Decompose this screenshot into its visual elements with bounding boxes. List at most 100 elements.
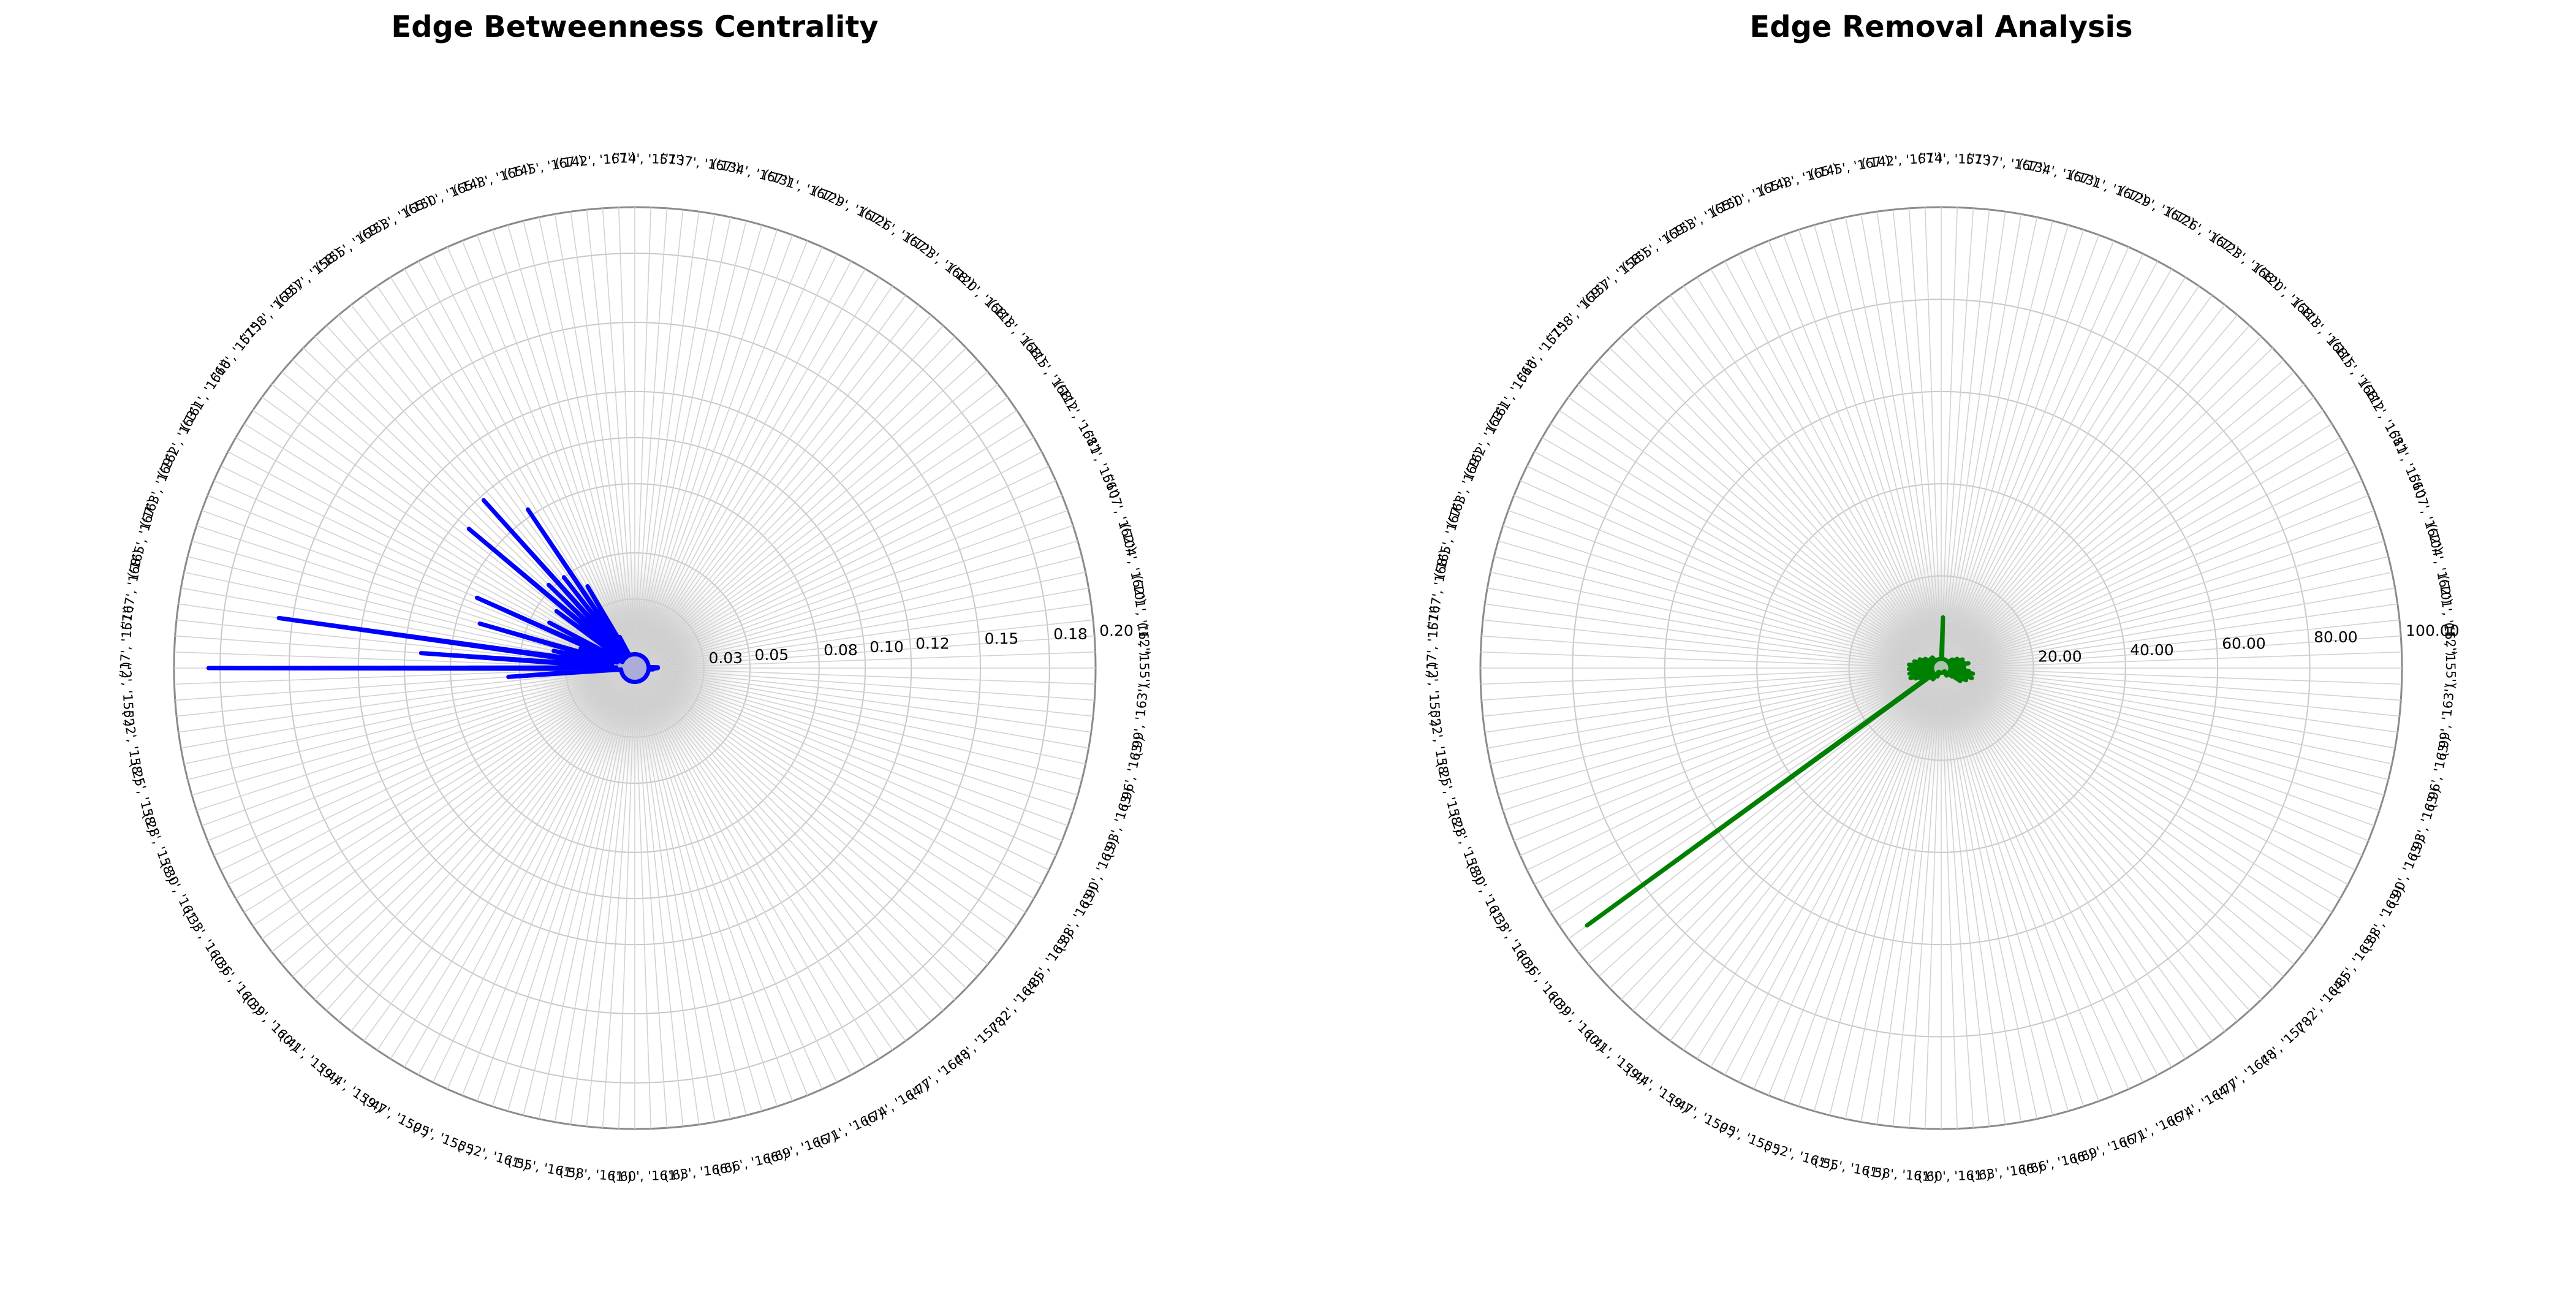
removal-spoke [1941,423,2333,669]
betweenness-spoke [634,667,1089,749]
betweenness-spoke [634,667,763,1112]
betweenness-spoke [432,253,635,669]
betweenness-spoke [634,214,716,669]
removal-spoke [1783,667,1942,1101]
betweenness-spoke [181,667,635,749]
betweenness-spoke [188,667,635,780]
removal-spoke [1487,667,1942,749]
removal-spoke [1485,667,1942,733]
removal-spoke [1941,217,2038,669]
betweenness-spoke [523,667,635,1115]
betweenness-spoke [634,384,999,669]
betweenness-spoke [634,371,988,669]
removal-spoke [1483,667,1942,717]
removal-spoke [1753,667,1942,1090]
removal-spoke [1798,229,1942,669]
betweenness-spoke [202,510,635,669]
betweenness-spoke [338,314,635,669]
betweenness-spoke [220,667,635,871]
betweenness-spoke [570,667,635,1125]
removal-spoke [1941,667,2006,1125]
removal-spoke [1941,208,1974,669]
betweenness-spoke [196,525,635,669]
removal-spoke [1498,540,1942,669]
removal-spoke [1559,409,1942,669]
betweenness-spoke [634,667,944,1011]
removal-spoke [1724,260,1942,669]
removal-spoke [1941,635,2401,669]
betweenness-spoke [178,667,635,733]
removal-spoke [1941,221,2053,669]
removal-spoke [1710,268,1942,669]
removal-category-label: ('14', '157') [1917,151,1991,167]
betweenness-spoke [634,667,1093,717]
betweenness-polar-chart: Edge Betweenness Centrality ('1', '155')… [117,10,1153,1185]
betweenness-spoke [634,221,747,669]
removal-spoke [1941,397,2314,669]
betweenness-rtick-label: 0.12 [915,635,950,653]
betweenness-spoke [634,465,1050,669]
betweenness-spoke [634,667,955,1000]
betweenness-rtick-label: 0.10 [869,638,904,656]
removal-spoke [1941,667,2053,1115]
betweenness-spoke [461,667,635,1096]
removal-spoke [1588,371,1942,669]
removal-rtick-label: 100.00 [2406,622,2459,640]
removal-spoke [1480,651,1942,669]
betweenness-series [206,498,661,685]
betweenness-spoke [461,240,635,669]
betweenness-spoke [243,667,635,913]
betweenness-spoke [634,667,852,1076]
removal-spoke [1683,667,1942,1051]
removal-spoke [1941,371,2295,669]
removal-spoke [1941,556,2388,669]
removal-spoke [1508,667,1942,826]
removal-spoke [1908,667,1942,1128]
betweenness-spoke [491,229,635,669]
removal-spoke [1798,667,1942,1107]
removal-spoke [1941,465,2356,669]
betweenness-spoke [176,667,635,717]
removal-spoke [1783,235,1942,669]
removal-spoke [1559,667,1942,927]
removal-spoke [1924,207,1942,669]
betweenness-spoke [634,207,652,669]
removal-spoke [1941,229,2085,669]
betweenness-spoke [404,667,635,1068]
removal-spoke [1941,667,2333,913]
removal-spoke [1534,667,1942,885]
betweenness-spoke [634,208,668,669]
betweenness-spoke [634,635,1095,669]
removal-spoke [1941,667,2369,842]
betweenness-spoke [634,667,808,1096]
betweenness-spoke [602,667,635,1128]
removal-spoke [1941,667,2273,989]
removal-category-label: ('101', '162') [2436,574,2460,657]
removal-spoke [1813,224,1942,669]
betweenness-spoke [634,397,1008,669]
removal-spoke [1738,253,1942,669]
removal-spoke [1598,667,1942,977]
removal-spoke [1941,667,1974,1128]
removal-spoke [1645,667,1942,1022]
betweenness-rtick-label: 0.05 [755,646,789,664]
betweenness-spoke [634,667,732,1119]
removal-spoke [1513,495,1942,669]
removal-spoke [1941,437,2341,669]
betweenness-spoke [390,667,635,1060]
removal-spoke [1941,667,2226,1032]
betweenness-spoke [350,667,635,1032]
removal-spoke [1941,336,2262,669]
betweenness-rtick-label: 0.20 [1099,622,1134,640]
betweenness-spoke [202,667,635,826]
removal-polar-chart: Edge Removal Analysis ('1', '155')('99',… [1423,10,2460,1185]
removal-spoke [1542,437,1942,669]
betweenness-spoke [634,603,1091,669]
betweenness-spoke [174,651,635,669]
removal-spoke [1941,667,2398,733]
betweenness-spoke [314,667,635,1000]
removal-spoke [1490,571,1942,669]
removal-spoke [1526,465,1942,669]
removal-spoke [1941,667,2402,685]
removal-spoke [1941,495,2369,669]
